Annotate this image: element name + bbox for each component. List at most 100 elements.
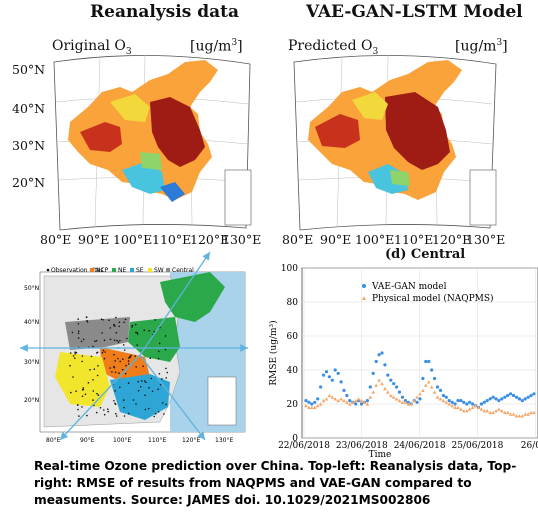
observation-site (95, 411, 98, 414)
chart-point-vae-gan (313, 400, 317, 404)
chart-point-naqpms (339, 397, 343, 401)
observation-site (123, 349, 126, 351)
chart-x-tick-label: 26/06/ (521, 441, 538, 451)
observation-site (78, 415, 80, 417)
observation-site (119, 360, 121, 363)
left-map-red-west (80, 122, 122, 152)
right-lon-80: 80°E (282, 232, 314, 247)
chart-point-naqpms (494, 409, 498, 413)
legend-marker-naqpms (362, 296, 366, 300)
chart-y-tick-label: 40 (287, 366, 299, 376)
chart-point-vae-gan (444, 395, 448, 399)
observation-site (69, 364, 71, 367)
observation-site (104, 351, 106, 353)
chart-point-vae-gan (497, 399, 501, 403)
chart-point-vae-gan (348, 399, 352, 403)
observation-site (127, 382, 130, 384)
observation-site (108, 319, 110, 321)
region-lat-20: 20°N (24, 397, 39, 404)
chart-point-vae-gan (485, 399, 489, 403)
observation-site (76, 404, 79, 406)
chart-point-naqpms (368, 395, 373, 399)
observation-site (113, 324, 115, 327)
observation-site (113, 353, 115, 356)
region-map-inset (207, 376, 237, 426)
observation-site (93, 368, 96, 370)
chart-point-vae-gan (479, 402, 483, 406)
observation-site (97, 365, 99, 367)
region-legend: Observation sites NCP NE SE SW Central (46, 267, 194, 274)
observation-site (140, 380, 143, 382)
figure-caption: Real-time Ozone prediction over China. T… (34, 459, 517, 507)
chart-point-vae-gan (424, 359, 428, 364)
chart-point-naqpms (456, 405, 460, 409)
observation-site (77, 332, 80, 335)
chart-point-vae-gan (430, 368, 434, 372)
observation-site (119, 386, 121, 389)
chart-point-vae-gan (438, 388, 443, 392)
chart-point-vae-gan (465, 402, 469, 406)
legend-ne: NE (118, 267, 126, 274)
right-panel-title: VAE-GAN-LSTM Model (306, 2, 523, 22)
observation-site (114, 371, 117, 374)
observation-site (113, 365, 115, 368)
observation-site (113, 400, 115, 402)
left-lon-80: 80°E (40, 232, 72, 247)
legend-ncp: NCP (96, 267, 109, 274)
chart-point-vae-gan (380, 351, 384, 355)
observation-site (134, 323, 137, 326)
observation-site (75, 351, 78, 354)
observation-site (143, 329, 146, 331)
observation-site (114, 402, 116, 405)
legend-label-naqpms: Physical model (NAQPMS) (372, 293, 494, 304)
chart-point-naqpms (336, 398, 340, 403)
observation-site (157, 357, 160, 360)
observation-site (107, 410, 109, 413)
observation-site (70, 391, 72, 394)
chart-point-naqpms (485, 409, 490, 413)
chart-point-vae-gan (491, 395, 495, 399)
observation-site (117, 341, 120, 343)
chart-point-naqpms (345, 400, 349, 404)
observation-site (75, 390, 77, 392)
observation-site (118, 325, 120, 328)
region-sw (55, 352, 110, 407)
chart-point-naqpms (394, 397, 399, 401)
observation-site (72, 355, 75, 357)
region-lat-50: 50°N (24, 285, 39, 292)
observation-site (142, 365, 144, 367)
chart-point-vae-gan (345, 393, 349, 398)
observation-site (77, 337, 80, 339)
chart-point-naqpms (348, 402, 352, 406)
observation-site (122, 358, 124, 360)
left-map-label-text: Original O (52, 38, 126, 54)
chart-point-vae-gan (514, 395, 519, 399)
chart-point-vae-gan (359, 402, 364, 406)
observation-site (134, 355, 136, 357)
left-lon-120: 120°E (190, 232, 230, 247)
chart-point-vae-gan (427, 359, 431, 364)
observation-site (74, 357, 76, 359)
chart-point-naqpms (421, 388, 425, 392)
chart-point-vae-gan (395, 385, 399, 389)
observation-site (102, 349, 105, 352)
chart-point-naqpms (324, 397, 329, 401)
chart-point-vae-gan (500, 397, 504, 401)
chart-point-naqpms (438, 397, 443, 401)
chart-y-tick-label: 80 (287, 298, 299, 308)
right-lon-90: 90°E (320, 232, 352, 247)
chart-point-vae-gan (307, 400, 311, 404)
left-map-label: Original O3 (52, 38, 132, 57)
left-units: [ug/m3] (190, 38, 243, 55)
chart-point-naqpms (327, 393, 332, 398)
region-lon-80: 80°E (46, 437, 61, 444)
arrow-to-bottom-left (59, 354, 141, 441)
observation-site (158, 373, 161, 375)
chart-point-vae-gan (383, 363, 387, 367)
left-lat-20: 20°N (12, 175, 46, 190)
chart-point-vae-gan (509, 392, 513, 396)
chart-point-naqpms (491, 410, 495, 415)
observation-site (153, 415, 155, 418)
observation-site (144, 394, 146, 396)
observation-site (153, 330, 156, 333)
